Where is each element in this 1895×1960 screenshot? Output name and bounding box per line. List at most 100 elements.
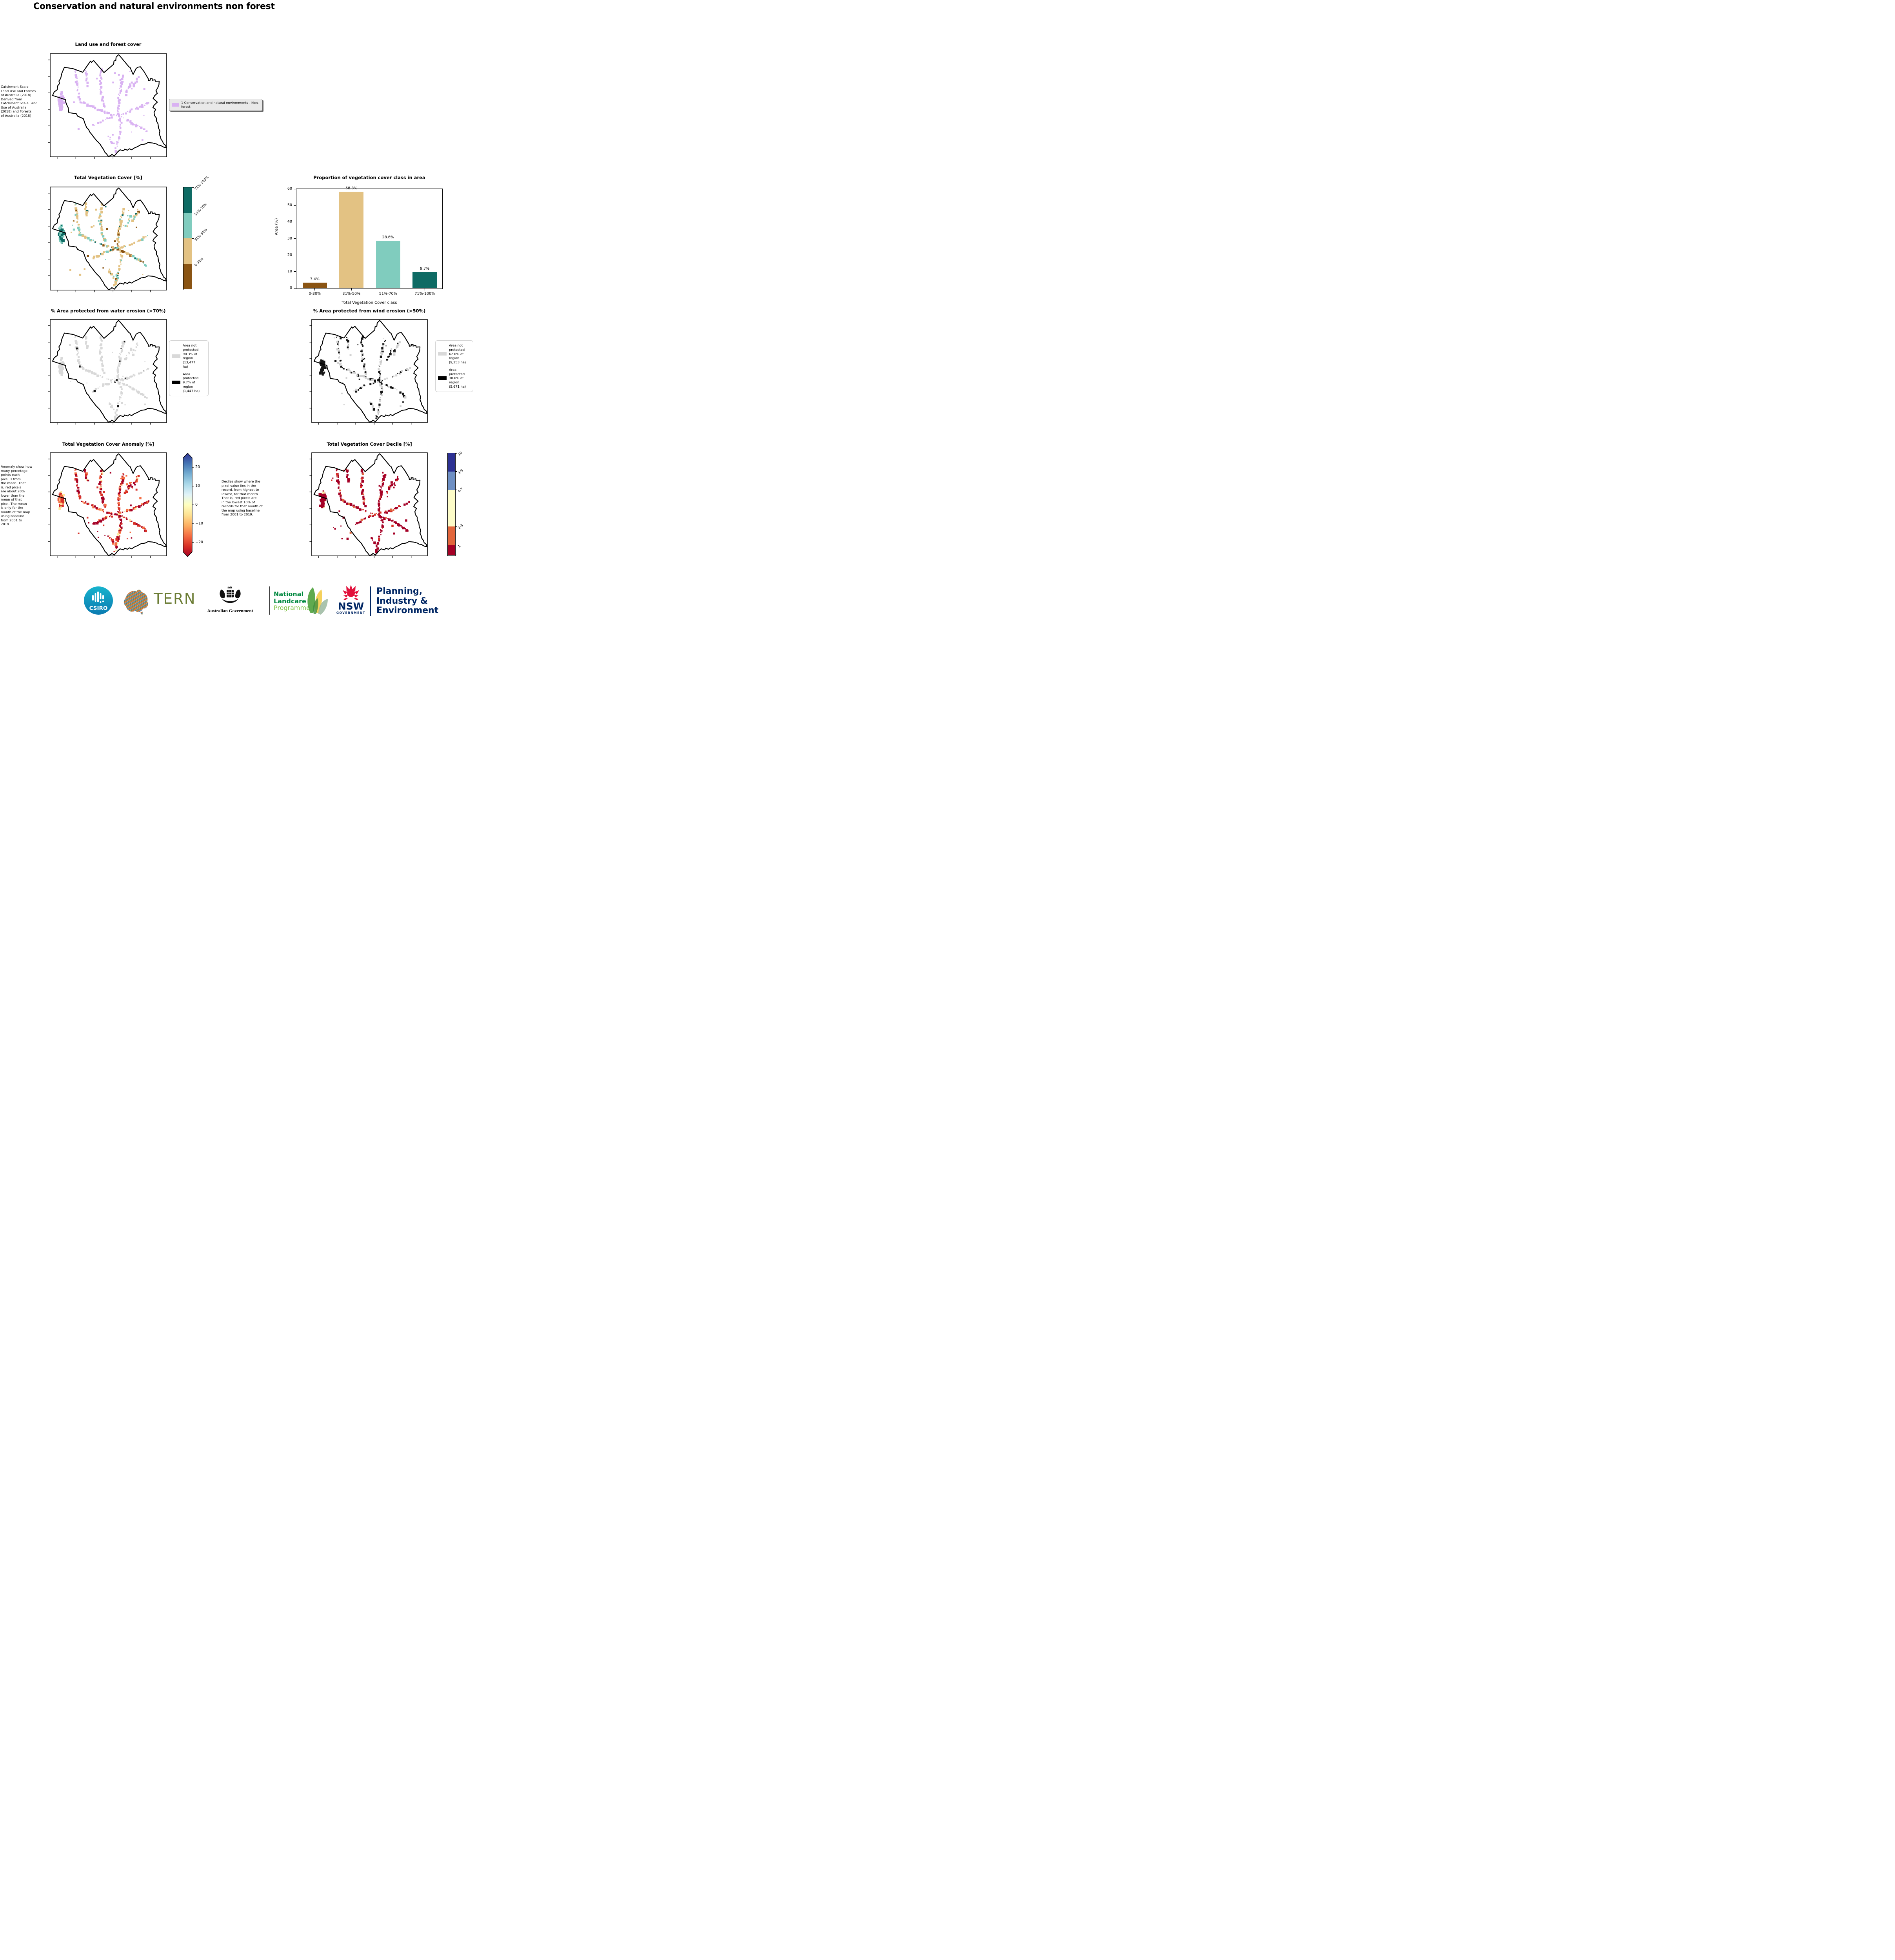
colorbar-label: 10 (457, 451, 463, 457)
protected-label: Area protected 9.7% of region (1,447 ha) (183, 372, 200, 393)
landuse-map (50, 54, 167, 157)
colorbar-segment (448, 471, 455, 490)
australian-government-label: Australian Government (207, 609, 253, 613)
planning-wordmark: Planning, Industry & Environment (376, 586, 438, 616)
protected-swatch-icon (172, 381, 180, 385)
not-protected-swatch-icon (438, 352, 447, 356)
water-map (50, 319, 167, 423)
colorbar-segment (448, 544, 455, 555)
australian-government-crest-icon (218, 585, 242, 608)
bar-71%-100% (412, 272, 437, 288)
colorbar-label: 71%-100% (194, 175, 210, 191)
colorbar-label: 31%-50% (194, 228, 208, 242)
x-tick (314, 288, 315, 290)
landuse-caption: Catchment Scale Land Use and Forests of … (1, 85, 38, 118)
bar-value-label: 58.3% (345, 186, 358, 191)
colorbar-segment (184, 187, 192, 213)
chart-ylabel: Area (%) (274, 218, 279, 236)
y-tick-label: 30 (287, 236, 292, 241)
landcare-leaves-icon (303, 585, 329, 616)
csiro-logo-icon: CSIRO (84, 586, 113, 615)
colorbar-segment (448, 453, 455, 472)
not-protected-label: Area not protected 62.0% of region (9,25… (449, 343, 466, 365)
landcare-line: National (274, 590, 303, 598)
anomaly-map (50, 453, 167, 556)
legend-entry: Area protected 9.7% of region (1,447 ha) (172, 372, 206, 393)
landuse-legend: 1 Conservation and natural environments … (169, 99, 262, 111)
colorbar-tick (455, 526, 457, 527)
decile-map (312, 453, 427, 556)
bar-0-30% (302, 282, 327, 288)
colorbar-tick (455, 471, 457, 472)
chart-title: Proportion of vegetation cover class in … (313, 175, 425, 180)
decile-map-svg (312, 453, 427, 556)
y-tick (294, 205, 296, 206)
tern-wordmark: TERN (154, 590, 196, 607)
water-legend: Area not protected 90.3% of region (13,4… (169, 340, 209, 396)
anomaly-title: Total Vegetation Cover Anomaly [%] (62, 441, 154, 447)
vegcover-title: Total Vegetation Cover [%] (74, 175, 142, 180)
y-tick (294, 288, 296, 289)
x-tick (351, 288, 352, 290)
not-protected-swatch-icon (172, 354, 180, 358)
anomaly-colorbar: 20 10 0 −10 −20 (183, 453, 203, 557)
y-tick (294, 238, 296, 239)
colorbar-segment (184, 213, 192, 238)
legend-entry: Area protected 38.0% of region (5,671 ha… (438, 368, 471, 389)
footer-divider (370, 586, 371, 616)
anomaly-map-svg (50, 453, 167, 556)
y-tick-label: 60 (287, 187, 292, 191)
colorbar-segment (448, 490, 455, 527)
protected-label: Area protected 38.0% of region (5,671 ha… (449, 367, 466, 389)
protected-swatch-icon (438, 376, 447, 380)
y-tick-label: 10 (287, 269, 292, 274)
colorbar-tick (192, 238, 194, 239)
colorbar-tick (192, 187, 194, 188)
vegcover-colorbar: 71%-100% 51%-70% 31%-50% 0-30% (183, 175, 210, 290)
colorbar-label: 1 (457, 544, 462, 549)
colorbar-tick (455, 453, 457, 454)
water-map-svg (50, 319, 167, 423)
landuse-legend-swatch-icon (172, 103, 179, 107)
bar-value-label: 9.7% (420, 267, 430, 271)
y-tick-label: 40 (287, 220, 292, 224)
planning-line: Planning, (376, 586, 423, 596)
anomaly-colorbar-tick-label: 10 (195, 484, 200, 488)
colorbar-label: 2-3 (457, 523, 464, 530)
wind-legend: Area not protected 62.0% of region (9,25… (435, 340, 473, 392)
report-page: Conservation and natural environments no… (0, 0, 474, 626)
water-title: % Area protected from water erosion (>70… (51, 308, 166, 314)
csiro-wordmark: CSIRO (89, 605, 108, 612)
anomaly-colorbar-tick-label: 20 (195, 465, 200, 469)
not-protected-label: Area not protected 90.3% of region (13,4… (183, 343, 199, 368)
colorbar-label: 0-30% (194, 257, 205, 268)
y-tick-label: 0 (289, 286, 292, 290)
y-tick (294, 271, 296, 272)
y-tick-label: 50 (287, 203, 292, 208)
footer-divider (269, 586, 270, 615)
colorbar-segment (448, 526, 455, 545)
legend-entry: Area not protected 90.3% of region (13,4… (172, 343, 206, 369)
anomaly-colorbar-tick-label: −20 (195, 540, 203, 544)
colorbar-label: 4-7 (457, 487, 464, 494)
landcare-line: Landcare (274, 597, 306, 605)
y-tick-label: 20 (287, 252, 292, 257)
legend-entry: Area not protected 62.0% of region (9,25… (438, 343, 471, 365)
chart-xlabel: Total Vegetation Cover class (342, 301, 397, 305)
nsw-wordmark: NSW (338, 601, 364, 612)
anomaly-caption: Anomaly show how many percetage points e… (1, 465, 33, 526)
bar-51%-70% (376, 241, 400, 288)
anomaly-colorbar-tick-label: −10 (195, 521, 203, 526)
colorbar-segment (184, 264, 192, 289)
x-tick-label: 0-30% (309, 292, 321, 296)
waratah-icon (342, 584, 360, 600)
proportion-bar-chart: 0 10 20 30 40 50 60 3.4% 0-30% 58.3% 31%-50% 28.6% 5… (287, 186, 443, 296)
x-tick-label: 71%-100% (414, 292, 435, 296)
landuse-map-svg (50, 54, 167, 157)
landuse-title: Land use and forest cover (75, 42, 142, 47)
wind-map (312, 319, 427, 423)
colorbar-segment (184, 238, 192, 264)
bar-value-label: 28.6% (382, 235, 394, 240)
colorbar-label: 8-9 (457, 468, 464, 475)
bar-value-label: 3.4% (310, 277, 320, 281)
